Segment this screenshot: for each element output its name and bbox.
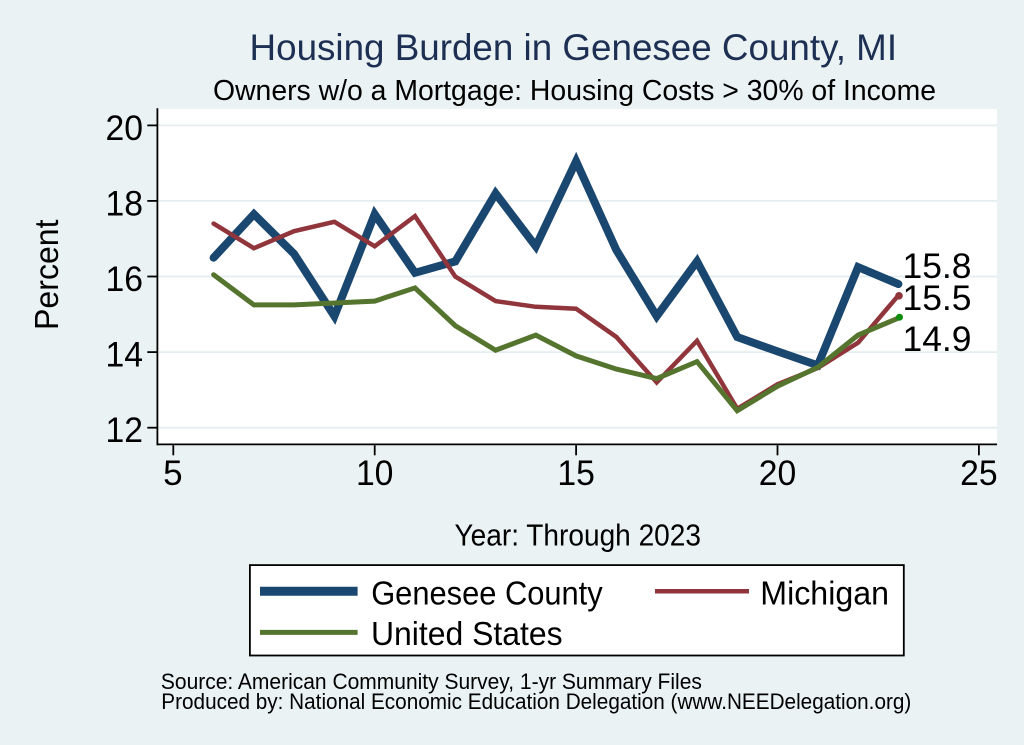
svg-text:Produced by: National Economic: Produced by: National Economic Education… <box>161 689 911 714</box>
svg-text:15.5: 15.5 <box>903 279 972 318</box>
svg-text:25: 25 <box>960 454 998 493</box>
svg-text:15.8: 15.8 <box>903 247 972 286</box>
svg-text:United States: United States <box>371 615 563 652</box>
svg-text:Michigan: Michigan <box>760 575 889 612</box>
svg-text:5: 5 <box>163 454 182 493</box>
svg-text:16: 16 <box>106 260 144 299</box>
svg-text:18: 18 <box>106 184 144 223</box>
svg-text:Genesee County: Genesee County <box>371 575 603 612</box>
svg-text:10: 10 <box>356 454 394 493</box>
svg-text:12: 12 <box>106 411 144 450</box>
svg-text:15: 15 <box>557 454 595 493</box>
svg-text:Percent: Percent <box>28 219 65 330</box>
svg-text:14: 14 <box>106 336 144 375</box>
svg-text:14.9: 14.9 <box>903 320 972 359</box>
svg-text:Source: American Community Sur: Source: American Community Survey, 1-yr … <box>161 669 702 694</box>
svg-text:Year: Through 2023: Year: Through 2023 <box>455 517 702 552</box>
svg-text:20: 20 <box>106 109 144 148</box>
svg-text:Housing Burden in Genesee Coun: Housing Burden in Genesee County, MI <box>250 27 898 68</box>
svg-text:20: 20 <box>759 454 797 493</box>
svg-text:Owners w/o a Mortgage: Housing: Owners w/o a Mortgage: Housing Costs > 3… <box>213 75 936 107</box>
